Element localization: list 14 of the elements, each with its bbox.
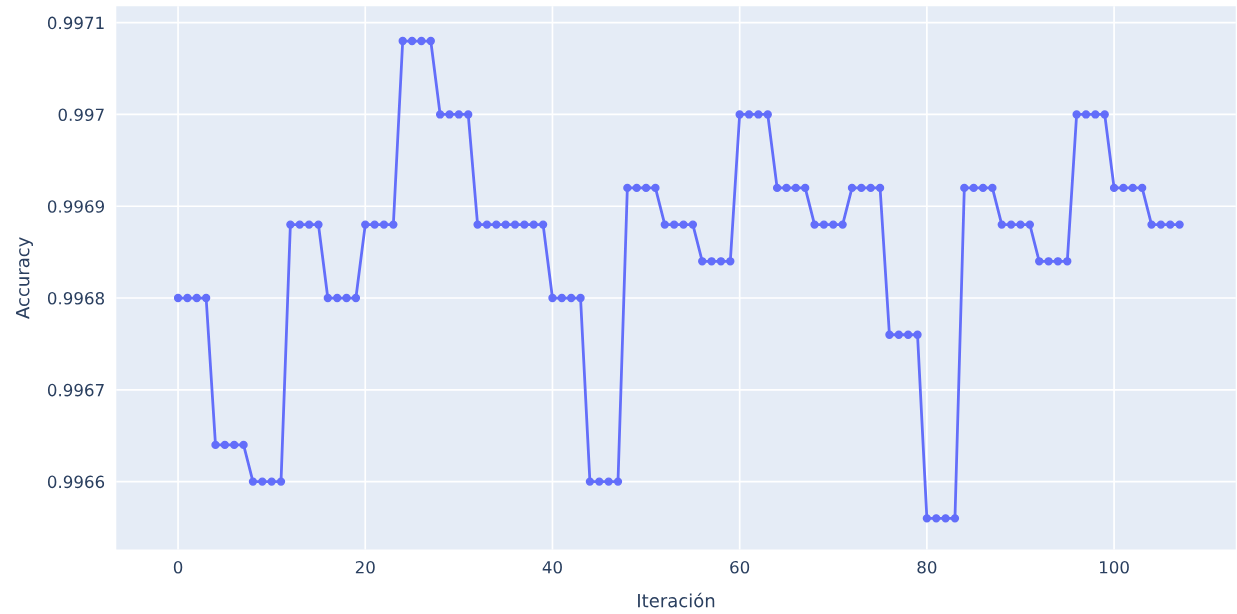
y-tick-label: 0.997	[58, 108, 104, 122]
y-axis-title: Accuracy	[16, 237, 33, 319]
x-tick-label: 0	[173, 560, 183, 574]
x-tick-label: 80	[917, 560, 937, 574]
x-tick-label: 60	[730, 560, 750, 574]
y-tick-label: 0.9969	[47, 200, 104, 213]
x-tick-label: 40	[542, 560, 562, 574]
y-tick-label: 0.9967	[47, 383, 104, 397]
x-axis-title: Iteración	[638, 592, 715, 608]
x-tick-label: 100	[1100, 560, 1129, 574]
y-tick-label: 0.9966	[47, 475, 105, 489]
y-tick-label: 0.9971	[47, 16, 104, 30]
x-tick-label: 20	[355, 560, 375, 574]
y-tick-label: 0.9968	[47, 291, 105, 305]
